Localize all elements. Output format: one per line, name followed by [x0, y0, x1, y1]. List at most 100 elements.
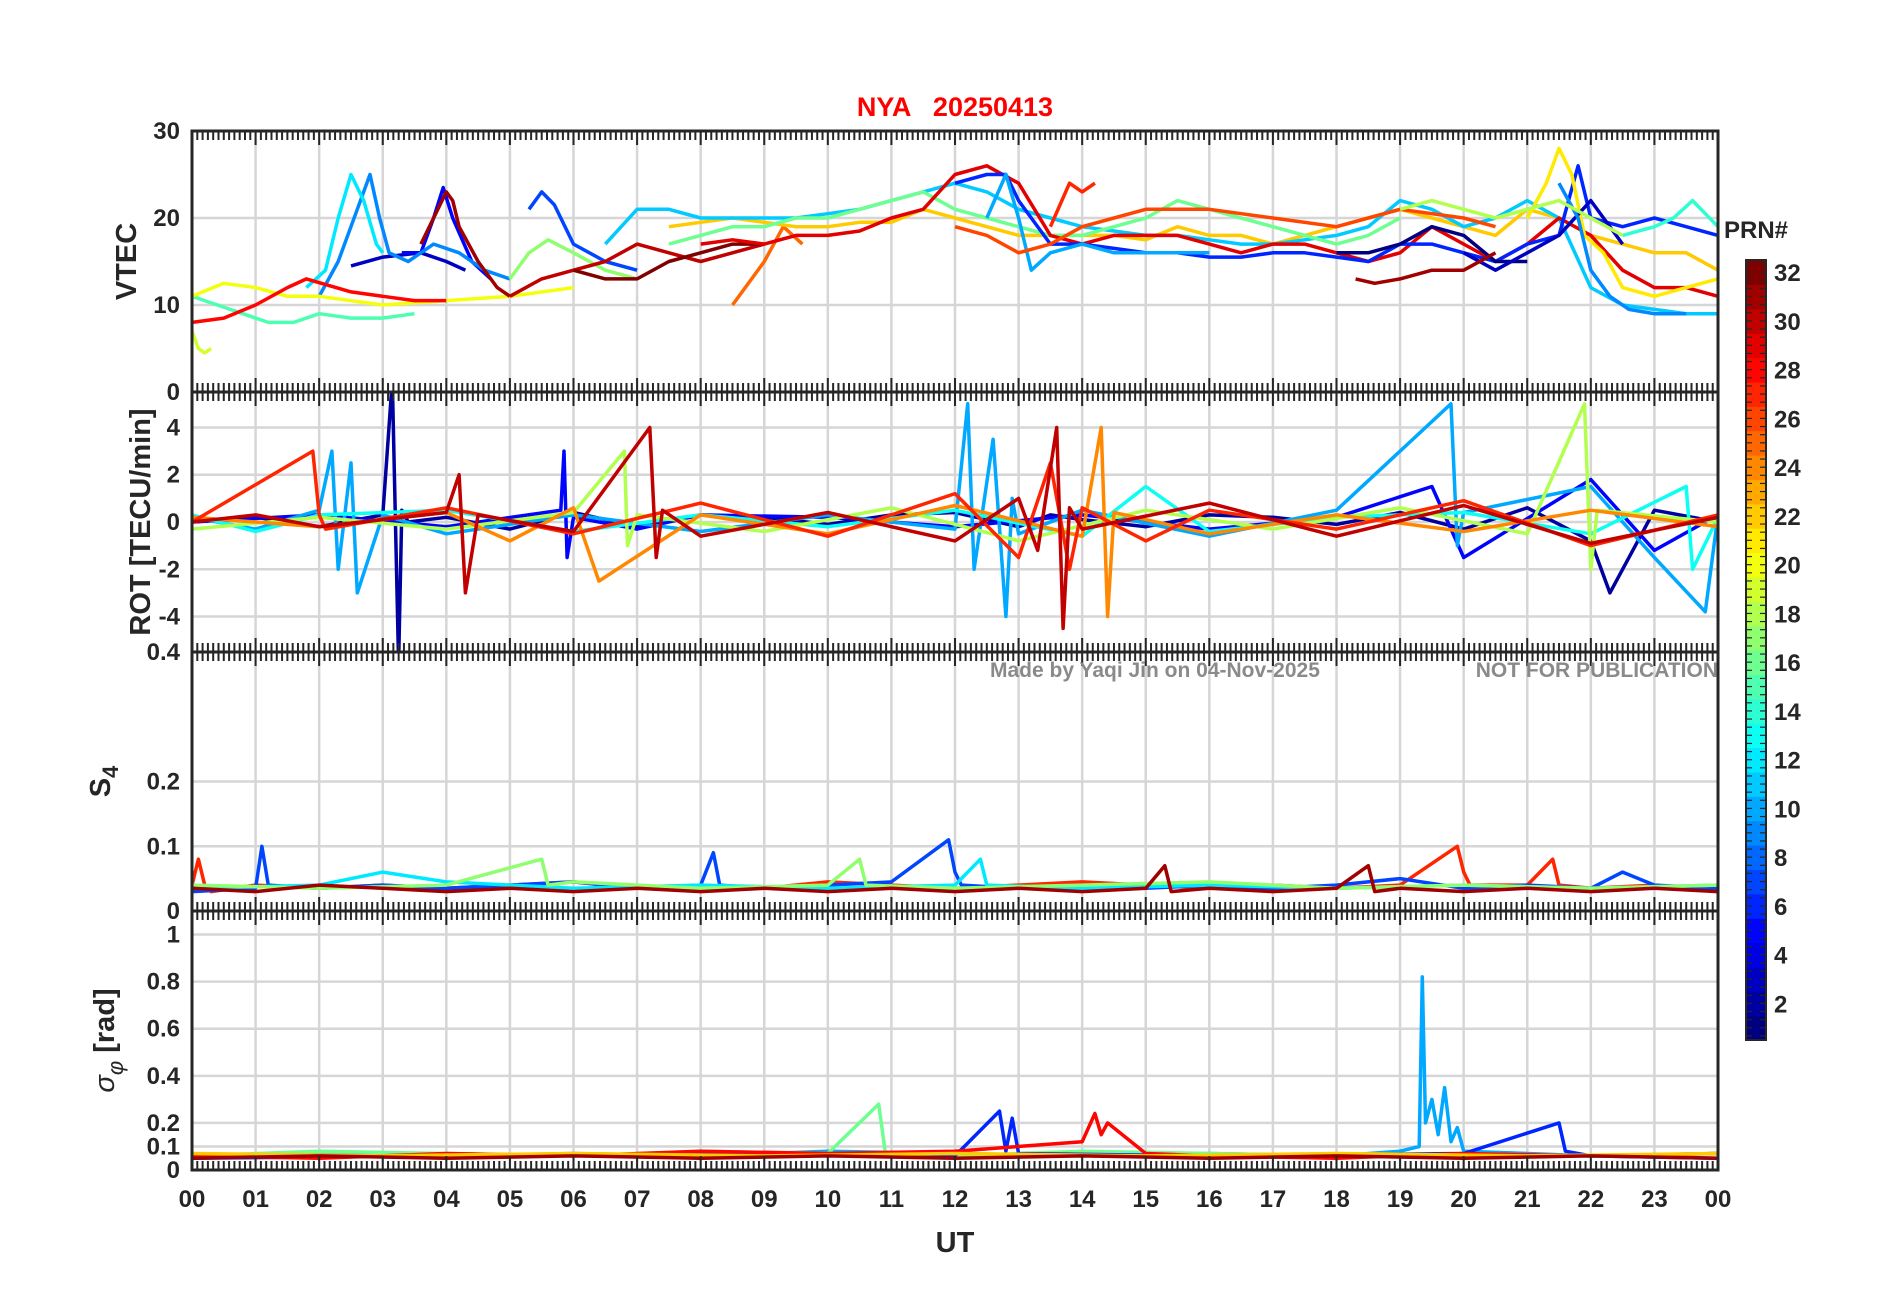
colorbar-segment	[1746, 260, 1766, 285]
y-tick-label: 2	[167, 462, 180, 489]
series-line-prn31	[1355, 251, 1497, 286]
x-tick-labels: 00 01 02 03 04 05 06 07 08 09 10 11 12 13 14 15 16 17 18 19…	[179, 1186, 1732, 1213]
y-tick-label: 10	[153, 292, 180, 319]
y-tick-label: 4	[167, 414, 181, 441]
colorbar-tick-label: 8	[1774, 845, 1787, 872]
y-axis-label: VTEC	[111, 223, 143, 300]
colorbar-segment	[1746, 698, 1766, 724]
colorbar-tick-label: 30	[1774, 309, 1801, 336]
colorbar-segment	[1746, 479, 1766, 505]
series-line-prn31	[192, 863, 1718, 894]
x-tick-label: 23	[1641, 1186, 1668, 1213]
x-tick-label: 10	[814, 1186, 841, 1213]
y-axis-label: ROT [TECU/min]	[125, 408, 157, 635]
y-tick-label: 0.8	[147, 969, 180, 996]
series-line-prn15	[192, 294, 415, 325]
colorbar-segment	[1746, 942, 1766, 968]
y-axis-label-sigma: σ	[89, 1074, 121, 1093]
y-tick-label: 0.1	[147, 833, 180, 860]
series-line-prn9	[317, 172, 511, 298]
x-tick-label: 18	[1323, 1186, 1350, 1213]
x-tick-label: 08	[687, 1186, 714, 1213]
y-tick-label: 20	[153, 205, 180, 232]
x-tick-label: 09	[751, 1186, 778, 1213]
y-tick-label: 0.4	[147, 1063, 181, 1090]
x-tick-label: 20	[1450, 1186, 1477, 1213]
series-line-prn22	[192, 1151, 1718, 1158]
series-line-prn1	[1336, 224, 1528, 264]
series-line-prn10	[985, 172, 1210, 272]
y-tick-label: 0.2	[147, 1110, 180, 1137]
colorbar-segment	[1746, 357, 1766, 383]
colorbar-tick-label: 14	[1774, 699, 1801, 726]
series-line-prn17	[192, 857, 1718, 891]
x-tick-label: 00	[1705, 1186, 1732, 1213]
colorbar-segment	[1746, 625, 1766, 651]
series-line-prn20	[192, 281, 574, 307]
series-line-prn24	[192, 425, 1718, 619]
x-tick-label: 01	[242, 1186, 269, 1213]
colorbar-segment	[1746, 406, 1766, 432]
y-tick-label: 30	[153, 118, 180, 145]
colorbar-segment	[1746, 430, 1766, 456]
series-line-prn18	[192, 402, 1718, 572]
watermark: Made by Yaqi Jin on 04-Nov-2025 NOT FOR …	[990, 659, 1718, 682]
series-line-prn18	[1399, 198, 1624, 237]
x-tick-label: 02	[306, 1186, 333, 1213]
y-axis-label-main: S	[85, 778, 117, 797]
x-tick-label: 06	[560, 1186, 587, 1213]
colorbar-segment	[1746, 308, 1766, 334]
series-line-prn6	[954, 164, 1718, 264]
series-line-prn7	[527, 190, 638, 272]
series-line-prn21	[1525, 146, 1718, 299]
series-line-prn3	[1462, 198, 1625, 272]
colorbar-segment	[1746, 381, 1766, 407]
x-tick-label: 04	[433, 1186, 460, 1213]
colorbar-segment	[1746, 674, 1766, 700]
colorbar-tick-label: 26	[1774, 406, 1801, 433]
x-tick-label: 13	[1005, 1186, 1032, 1213]
x-tick-label: 17	[1260, 1186, 1287, 1213]
colorbar-segment	[1746, 333, 1766, 359]
y-tick-label: 0.4	[147, 639, 181, 666]
x-tick-label: 12	[942, 1186, 969, 1213]
colorbar-segment	[1746, 966, 1766, 992]
series-line-prn32	[573, 242, 765, 281]
x-tick-label: 14	[1069, 1186, 1096, 1213]
colorbar-tick-label: 12	[1774, 748, 1801, 775]
series-group-rot	[192, 392, 1718, 652]
colorbar-tick-label: 22	[1774, 504, 1801, 531]
y-tick-label: 0.2	[147, 769, 180, 796]
series-group-vtec	[192, 146, 1718, 355]
series-line-prn9	[1557, 182, 1687, 316]
panel-rot: 0 4 2 0 -2 -4 0.4 ROT [TECU/min]	[125, 379, 1720, 666]
x-tick-label: 11	[879, 1186, 904, 1213]
y-axis-label-sub: φ	[103, 1061, 128, 1075]
colorbar-tick-label: 18	[1774, 601, 1801, 628]
colorbar-segment	[1746, 284, 1766, 310]
series-line-prn31	[419, 190, 511, 298]
series-line-prn28	[192, 277, 447, 325]
series-line-prn27	[192, 449, 1718, 572]
colorbar-segment	[1746, 918, 1766, 944]
colorbar-segment	[1746, 576, 1766, 602]
x-tick-label: 15	[1132, 1186, 1159, 1213]
y-tick-label: 1	[167, 922, 180, 949]
colorbar-segment	[1746, 893, 1766, 919]
series-line-prn17	[508, 238, 638, 281]
y-axis-label: σφ [rad]	[89, 988, 128, 1092]
x-tick-label: 22	[1577, 1186, 1604, 1213]
colorbar-segment	[1746, 820, 1766, 846]
colorbar-segment	[1746, 503, 1766, 529]
x-tick-label: 21	[1514, 1186, 1541, 1213]
series-line-prn10	[192, 402, 1718, 619]
series-line-prn30	[192, 425, 1718, 631]
colorbar-tick-label: 4	[1774, 943, 1788, 970]
colorbar-segment	[1746, 650, 1766, 675]
colorbar-tick-label: 10	[1774, 796, 1801, 823]
x-tick-label: 07	[624, 1186, 651, 1213]
colorbar-segment	[1746, 796, 1766, 822]
x-tick-label: 00	[179, 1186, 206, 1213]
colorbar-segment	[1746, 552, 1766, 578]
